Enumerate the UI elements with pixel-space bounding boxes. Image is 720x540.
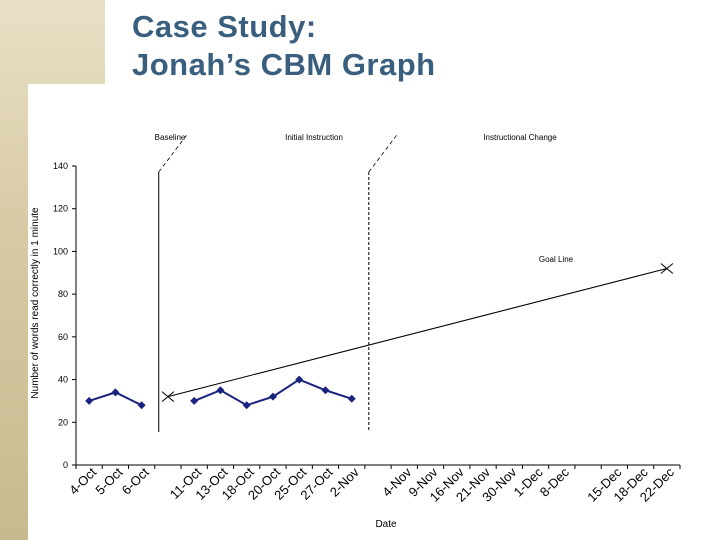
data-point-13-Oct [216, 386, 225, 395]
y-tick-label-140: 140 [53, 161, 68, 171]
y-tick-label-100: 100 [53, 246, 68, 256]
phase-label-baseline: Baseline [155, 133, 186, 142]
y-tick-label-80: 80 [58, 289, 68, 299]
data-point-27-Oct [321, 386, 330, 395]
x-tick-label-6-Oct: 6-Oct [119, 464, 152, 497]
goal-marker-0-b [161, 391, 175, 403]
y-axis-ticks: 0 20 40 60 80 100 120 140 [53, 161, 76, 470]
y-tick-label-60: 60 [58, 332, 68, 342]
y-tick-label-120: 120 [53, 204, 68, 214]
phase-label-initial-instruction: Initial Instruction [285, 133, 343, 142]
chart-panel [28, 84, 720, 540]
phase-label-instructional-change: Instructional Change [483, 133, 557, 142]
phase-leader-0 [158, 134, 188, 173]
data-point-11-Oct [190, 396, 199, 405]
goal-marker-1-b [660, 263, 674, 274]
x-axis-label: Date [375, 519, 397, 530]
goal-line-group [161, 263, 674, 403]
goal-line [167, 268, 667, 398]
phase-leader-1 [368, 134, 398, 173]
phase-change-lines [158, 134, 398, 432]
data-point-6-Oct [137, 401, 146, 410]
slide-title: Case Study: Jonah’s CBM Graph [132, 9, 436, 82]
data-point-5-Oct [111, 388, 120, 397]
data-series [85, 375, 356, 410]
data-point-25-Oct [295, 375, 304, 384]
data-point-18-Oct [242, 401, 251, 410]
chart-axes [75, 166, 680, 466]
data-point-2-Nov [347, 394, 356, 403]
data-point-4-Oct [85, 396, 94, 405]
x-tick-label-8-Dec: 8-Dec [537, 464, 572, 499]
x-tick-label-2-Nov: 2-Nov [327, 464, 362, 499]
y-tick-label-40: 40 [58, 375, 68, 385]
y-axis-label: Number of words read correctly in 1 minu… [30, 207, 41, 399]
x-tick-label-5-Oct: 5-Oct [92, 464, 125, 497]
y-tick-label-0: 0 [63, 460, 68, 470]
x-tick-label-4-Oct: 4-Oct [66, 464, 99, 497]
data-point-20-Oct [268, 392, 277, 401]
goal-line-label: Goal Line [539, 255, 574, 264]
y-tick-label-20: 20 [58, 417, 68, 427]
